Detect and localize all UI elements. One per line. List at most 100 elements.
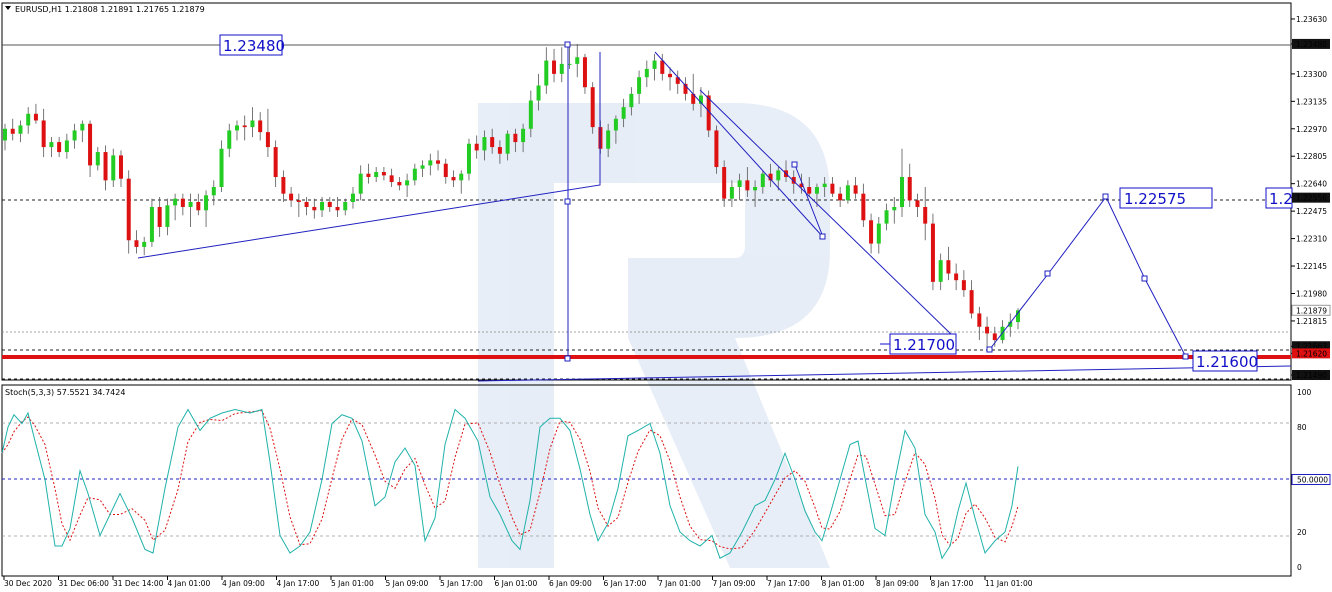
candle xyxy=(791,170,796,194)
price-tag xyxy=(1292,370,1330,381)
candle-body-bull xyxy=(606,130,611,149)
candle xyxy=(57,137,62,158)
candle xyxy=(374,167,379,183)
candle-body-bull xyxy=(149,206,154,242)
candle-body-bear xyxy=(714,130,719,168)
candle-body-bull xyxy=(80,123,85,131)
candle xyxy=(559,47,564,83)
price-tick-label: 1.21663 xyxy=(1296,342,1327,351)
stoch-panel-frame xyxy=(1,384,1292,577)
price-tick-label: 1.22640 xyxy=(1296,180,1327,189)
candle-body-bull xyxy=(459,173,464,181)
candle xyxy=(528,90,533,138)
candle-body-bull xyxy=(845,185,850,201)
candle-body-bull xyxy=(575,57,580,64)
candle-body-bear xyxy=(474,143,479,151)
candle-body-bear xyxy=(436,160,441,164)
time-tick-label: 5 Jan 01:00 xyxy=(331,579,374,588)
candle xyxy=(900,148,905,217)
candle xyxy=(768,163,773,188)
stoch-info: Stoch(5,3,3) 57.5521 34.7424 xyxy=(5,388,125,397)
watermark-logo xyxy=(478,103,830,568)
candle-body-bull xyxy=(188,201,193,207)
price-tick-label: 1.23630 xyxy=(1296,15,1327,24)
candle xyxy=(969,280,974,319)
candle xyxy=(459,170,464,194)
anchor-square xyxy=(564,198,571,205)
candle-body-bear xyxy=(745,180,750,191)
candle xyxy=(219,140,224,192)
candle xyxy=(227,123,232,158)
price-tick-label: 1.21490 xyxy=(1296,371,1327,380)
trend-line-c xyxy=(699,89,956,339)
candle-body-bear xyxy=(992,333,997,341)
candle-body-bear xyxy=(946,260,951,274)
candle-body-bull xyxy=(629,93,634,108)
stoch-levels xyxy=(2,422,1291,537)
label-bottom-box: 1.21600 xyxy=(1192,350,1258,372)
candle xyxy=(497,140,502,164)
svg-text:1.22575: 1.22575 xyxy=(1124,190,1186,208)
candle-body-bull xyxy=(814,187,819,194)
candle xyxy=(923,187,928,241)
candle xyxy=(304,196,309,216)
label-right-cut-box: 1.2 xyxy=(1265,187,1293,209)
candle-body-bear xyxy=(706,95,711,131)
candle-body-bull xyxy=(892,206,897,211)
candle-body-bear xyxy=(118,155,123,179)
price-tick-label: 1.23480 xyxy=(1296,40,1327,49)
candle-body-bear xyxy=(930,223,935,282)
candle-body-bull xyxy=(466,143,471,174)
candle-body-bear xyxy=(683,83,688,94)
candle xyxy=(915,193,920,217)
candle xyxy=(737,173,742,201)
price-tick-label: 1.21815 xyxy=(1296,317,1327,326)
price-tag xyxy=(1292,38,1330,49)
candle xyxy=(652,53,657,81)
time-tick-label: 11 Jan 01:00 xyxy=(985,579,1033,588)
candle xyxy=(838,187,843,207)
candle-body-bull xyxy=(567,63,572,65)
analysis-drawings[interactable] xyxy=(137,41,1292,382)
candle-body-bull xyxy=(737,180,742,188)
symbol-dropdown-icon[interactable] xyxy=(5,6,11,10)
candle-body-bear xyxy=(157,206,162,227)
candle-body-bull xyxy=(637,77,642,94)
candle-body-bear xyxy=(381,172,386,176)
candle-body-bull xyxy=(142,241,147,247)
candle xyxy=(258,112,263,141)
time-tick-label: 4 Jan 09:00 xyxy=(222,579,265,588)
candle xyxy=(3,123,7,151)
candle-body-bear xyxy=(861,193,866,221)
candle xyxy=(72,123,77,149)
candle-body-bear xyxy=(366,173,371,178)
candle xyxy=(49,137,54,158)
candle xyxy=(80,120,85,143)
candle-body-bear xyxy=(660,60,665,74)
stoch-tag xyxy=(1291,474,1331,485)
candle-body-bear xyxy=(180,198,185,207)
candle xyxy=(428,153,433,176)
candle xyxy=(760,170,765,194)
candle-body-bear xyxy=(691,93,696,104)
candle xyxy=(436,150,441,171)
candle-body-bear xyxy=(838,193,843,201)
time-tick-label: 7 Jan 17:00 xyxy=(767,579,810,588)
candle xyxy=(188,193,193,227)
candle xyxy=(95,147,100,171)
candle-body-bear xyxy=(768,173,773,181)
anchor-square xyxy=(986,346,993,353)
candle-body-bull xyxy=(884,210,889,224)
candle-body-bull xyxy=(250,120,255,128)
candle xyxy=(799,173,804,194)
candle xyxy=(451,170,456,188)
candle xyxy=(869,213,874,254)
stoch-tick-label: 80 xyxy=(1297,423,1307,432)
candle xyxy=(289,187,294,207)
candle xyxy=(312,198,317,219)
candle-body-bull xyxy=(412,168,417,181)
anchor-square xyxy=(1141,275,1148,282)
candle xyxy=(621,98,626,128)
